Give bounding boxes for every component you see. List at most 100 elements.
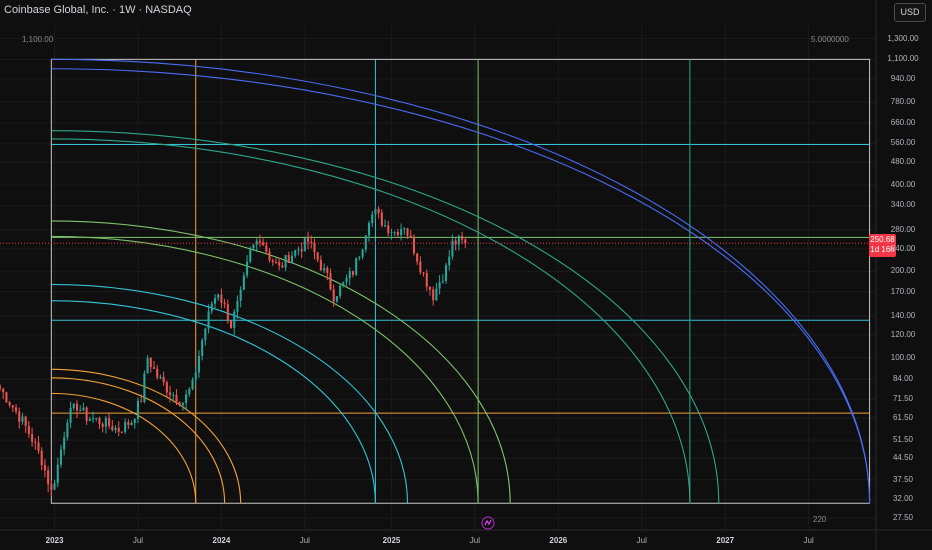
candle [201, 340, 204, 357]
price-tick-label: 560.00 [890, 138, 916, 148]
candle [345, 278, 348, 283]
gann-arc-2 [51, 368, 242, 504]
price-tick-label: 100.00 [890, 352, 916, 362]
candle [66, 422, 69, 438]
candle [390, 232, 393, 234]
tradingview-logo-icon[interactable] [481, 516, 495, 530]
candle [101, 423, 104, 427]
candle [152, 367, 156, 369]
candle [374, 208, 377, 215]
price-tick-label: 940.00 [890, 73, 916, 83]
candle [178, 402, 181, 406]
candle [124, 422, 127, 432]
time-tick-label: Jul [636, 536, 647, 545]
candle [323, 268, 326, 271]
gann-arc-6 [51, 220, 511, 504]
candle [396, 231, 399, 236]
candle [191, 379, 194, 390]
candle [0, 386, 2, 389]
candle [50, 484, 53, 490]
candle [136, 400, 140, 419]
time-tick-label: Jul [803, 536, 814, 545]
candle [88, 419, 91, 421]
price-tick-label: 27.50 [892, 513, 914, 523]
candle [233, 311, 236, 328]
candle [194, 372, 197, 380]
candle [303, 237, 306, 252]
last-price-value: 250.68 [870, 235, 895, 245]
time-tick-label: 2024 [212, 536, 231, 545]
price-tick-label: 200.00 [890, 266, 916, 276]
candle [444, 265, 448, 281]
candle [159, 377, 162, 379]
candle [416, 253, 419, 262]
candle [156, 368, 159, 378]
candle [255, 240, 258, 245]
candle [364, 235, 367, 250]
candle [162, 377, 165, 383]
price-tick-label: 280.00 [890, 224, 916, 234]
gann-arc-7 [51, 138, 691, 504]
candle [31, 434, 34, 442]
candle [355, 258, 358, 275]
candle [287, 255, 290, 264]
candle [451, 240, 454, 257]
candle [175, 394, 178, 403]
candle [146, 357, 149, 374]
candle [262, 242, 265, 246]
candle [461, 235, 464, 240]
gann-arc-10 [51, 68, 871, 504]
candle [204, 328, 207, 341]
candle [15, 407, 18, 412]
candle [120, 431, 123, 433]
candle [342, 282, 345, 286]
candle [464, 239, 467, 244]
candle [438, 282, 441, 289]
gann-arc-4 [51, 283, 409, 504]
candle [104, 418, 107, 427]
price-tick-label: 37.50 [892, 474, 914, 484]
currency-button[interactable]: USD [894, 3, 926, 22]
bar-countdown: 1d 16h [870, 245, 895, 255]
price-tick-label: 660.00 [890, 117, 916, 127]
candle [85, 407, 88, 421]
symbol-title: Coinbase Global, Inc. · 1W · NASDAQ [4, 4, 192, 16]
candle [284, 255, 287, 268]
candle [348, 271, 351, 279]
last-price-badge: 250.68 1d 16h [869, 234, 896, 258]
candle [294, 250, 297, 256]
candle [37, 442, 40, 451]
candle [5, 392, 8, 403]
candle [223, 302, 226, 305]
candle [181, 403, 184, 406]
time-tick-label: 2025 [382, 536, 401, 545]
candle [403, 228, 406, 230]
candle [133, 418, 136, 423]
candle [358, 257, 361, 259]
candle [213, 298, 217, 304]
candle [59, 449, 63, 465]
price-tick-label: 400.00 [890, 180, 916, 190]
candle [326, 268, 329, 273]
candle [197, 356, 200, 373]
candle [246, 261, 249, 276]
candle [332, 289, 335, 302]
candle [307, 237, 310, 242]
candle [454, 240, 457, 245]
candle [329, 272, 332, 290]
candle [53, 482, 56, 490]
candle [34, 441, 37, 443]
candle [409, 235, 412, 238]
candle [21, 416, 24, 422]
candle [406, 228, 409, 236]
candle [82, 407, 85, 411]
candle [92, 418, 95, 420]
price-tick-label: 480.00 [890, 157, 916, 167]
candle [108, 418, 111, 427]
candle [387, 225, 390, 234]
candle [188, 389, 191, 395]
candle [217, 294, 220, 299]
candle [27, 425, 30, 435]
candle [143, 373, 146, 402]
